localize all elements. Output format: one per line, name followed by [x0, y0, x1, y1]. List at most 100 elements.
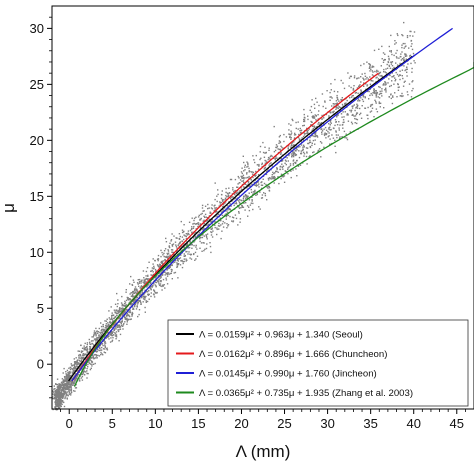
- scatter-point: [380, 65, 382, 67]
- scatter-point: [95, 338, 97, 340]
- scatter-point: [168, 267, 170, 269]
- scatter-point: [254, 175, 256, 177]
- scatter-point: [329, 91, 331, 94]
- scatter-point: [81, 375, 84, 378]
- scatter-point: [161, 260, 163, 263]
- scatter-point: [194, 231, 197, 234]
- scatter-point: [150, 270, 152, 272]
- scatter-point: [93, 334, 95, 337]
- scatter-point: [139, 293, 141, 295]
- scatter-point: [323, 146, 325, 148]
- scatter-point: [214, 221, 216, 224]
- scatter-point: [54, 400, 57, 402]
- scatter-point: [160, 249, 162, 252]
- scatter-point: [78, 371, 80, 373]
- scatter-point: [116, 325, 118, 328]
- scatter-point: [226, 214, 228, 216]
- scatter-point: [348, 77, 351, 79]
- scatter-point: [301, 149, 304, 152]
- scatter-point: [143, 280, 146, 282]
- scatter-point: [112, 331, 114, 333]
- scatter-point: [103, 351, 105, 353]
- scatter-point: [244, 209, 246, 211]
- scatter-point: [254, 161, 256, 164]
- scatter-point: [181, 229, 184, 231]
- scatter-point: [292, 155, 295, 158]
- scatter-point: [375, 92, 377, 94]
- scatter-point: [176, 265, 179, 268]
- scatter-point: [225, 218, 227, 220]
- scatter-point: [322, 105, 324, 108]
- scatter-point: [329, 96, 331, 98]
- scatter-point: [267, 179, 270, 181]
- scatter-point: [71, 365, 73, 367]
- scatter-point: [97, 331, 100, 333]
- scatter-point: [67, 371, 69, 374]
- scatter-point: [294, 132, 296, 135]
- scatter-point: [107, 324, 110, 327]
- scatter-point: [100, 349, 102, 351]
- scatter-point: [177, 244, 179, 246]
- scatter-point: [156, 291, 158, 294]
- scatter-point: [332, 103, 334, 105]
- scatter-point: [160, 280, 162, 283]
- scatter-point: [328, 115, 330, 117]
- scatter-point: [323, 117, 325, 119]
- scatter-point: [170, 270, 173, 273]
- scatter-point: [75, 363, 77, 365]
- scatter-point: [300, 144, 303, 146]
- scatter-point: [303, 134, 306, 136]
- scatter-point: [399, 55, 402, 58]
- scatter-point: [221, 223, 224, 225]
- scatter-point: [253, 159, 255, 161]
- scatter-point: [312, 151, 314, 154]
- scatter-point: [82, 371, 84, 373]
- scatter-point: [76, 365, 78, 367]
- scatter-point: [269, 162, 271, 165]
- scatter-point: [372, 80, 374, 82]
- scatter-point: [179, 247, 181, 250]
- scatter-point: [176, 247, 178, 249]
- scatter-point: [259, 158, 261, 161]
- scatter-point: [90, 340, 93, 342]
- scatter-point: [156, 264, 159, 266]
- scatter-point: [179, 264, 182, 266]
- scatter-point: [158, 272, 160, 275]
- scatter-point: [64, 376, 66, 378]
- scatter-point: [55, 392, 57, 395]
- scatter-point: [256, 164, 259, 166]
- scatter-point: [217, 213, 219, 215]
- scatter-point: [228, 192, 231, 194]
- scatter-point: [294, 161, 296, 164]
- scatter-point: [245, 177, 247, 179]
- scatter-point: [121, 314, 124, 317]
- scatter-point: [287, 147, 289, 150]
- scatter-point: [141, 292, 143, 294]
- scatter-point: [303, 124, 305, 127]
- scatter-point: [90, 351, 92, 353]
- scatter-point: [54, 406, 56, 408]
- scatter-point: [295, 154, 297, 156]
- scatter-point: [290, 130, 292, 132]
- scatter-point: [94, 346, 96, 348]
- scatter-point: [152, 258, 154, 260]
- scatter-point: [391, 61, 394, 63]
- scatter-point: [118, 325, 121, 327]
- scatter-point: [104, 320, 106, 322]
- scatter-point: [126, 315, 128, 317]
- scatter-point: [161, 262, 163, 264]
- scatter-point: [132, 279, 135, 281]
- scatter-point: [98, 327, 100, 330]
- scatter-point: [118, 312, 120, 314]
- scatter-point: [258, 206, 260, 208]
- scatter-point: [201, 250, 203, 252]
- scatter-point: [140, 287, 142, 289]
- scatter-point: [207, 220, 209, 222]
- scatter-point: [307, 115, 309, 117]
- scatter-point: [220, 224, 222, 226]
- scatter-point: [134, 305, 136, 307]
- scatter-point: [135, 302, 137, 304]
- scatter-point: [125, 291, 127, 293]
- scatter-point: [295, 147, 298, 150]
- scatter-point: [59, 384, 61, 386]
